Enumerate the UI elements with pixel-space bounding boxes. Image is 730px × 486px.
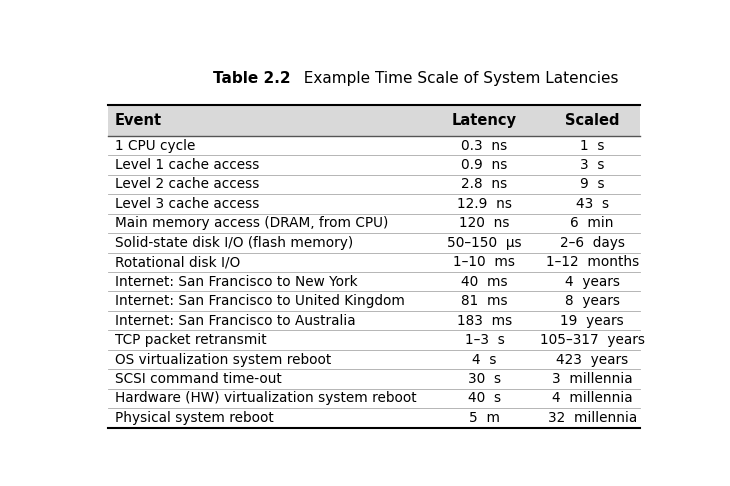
Text: 30  s: 30 s — [468, 372, 501, 386]
Text: Latency: Latency — [452, 113, 517, 128]
Text: Level 1 cache access: Level 1 cache access — [115, 158, 259, 172]
Text: 40  ms: 40 ms — [461, 275, 508, 289]
Text: Internet: San Francisco to Australia: Internet: San Francisco to Australia — [115, 313, 356, 328]
Text: 105–317  years: 105–317 years — [539, 333, 645, 347]
Text: 3  millennia: 3 millennia — [552, 372, 632, 386]
Text: Hardware (HW) virtualization system reboot: Hardware (HW) virtualization system rebo… — [115, 392, 416, 405]
Text: TCP packet retransmit: TCP packet retransmit — [115, 333, 266, 347]
Text: 81  ms: 81 ms — [461, 294, 508, 308]
Text: Internet: San Francisco to United Kingdom: Internet: San Francisco to United Kingdo… — [115, 294, 404, 308]
Text: 3  s: 3 s — [580, 158, 604, 172]
Text: 8  years: 8 years — [565, 294, 620, 308]
Text: Level 3 cache access: Level 3 cache access — [115, 197, 259, 211]
Text: Physical system reboot: Physical system reboot — [115, 411, 273, 425]
Text: Rotational disk I/O: Rotational disk I/O — [115, 255, 240, 269]
Text: 0.3  ns: 0.3 ns — [461, 139, 507, 153]
Text: 4  years: 4 years — [565, 275, 620, 289]
Text: 183  ms: 183 ms — [457, 313, 512, 328]
Text: 120  ns: 120 ns — [459, 216, 510, 230]
Text: 32  millennia: 32 millennia — [548, 411, 637, 425]
Text: 40  s: 40 s — [468, 392, 501, 405]
Text: 2–6  days: 2–6 days — [560, 236, 625, 250]
Text: 12.9  ns: 12.9 ns — [457, 197, 512, 211]
Text: SCSI command time-out: SCSI command time-out — [115, 372, 281, 386]
Text: Internet: San Francisco to New York: Internet: San Francisco to New York — [115, 275, 357, 289]
Text: Level 2 cache access: Level 2 cache access — [115, 177, 259, 191]
Text: 50–150  μs: 50–150 μs — [447, 236, 522, 250]
Text: 1  s: 1 s — [580, 139, 604, 153]
Text: Table 2.2: Table 2.2 — [212, 71, 291, 87]
Text: Scaled: Scaled — [565, 113, 620, 128]
Text: 19  years: 19 years — [561, 313, 624, 328]
Text: 6  min: 6 min — [570, 216, 614, 230]
Text: Event: Event — [115, 113, 162, 128]
Text: 9  s: 9 s — [580, 177, 604, 191]
Bar — [108, 105, 640, 136]
Text: 1–12  months: 1–12 months — [545, 255, 639, 269]
Text: 0.9  ns: 0.9 ns — [461, 158, 507, 172]
Text: OS virtualization system reboot: OS virtualization system reboot — [115, 352, 331, 366]
Text: 1–10  ms: 1–10 ms — [453, 255, 515, 269]
Text: 1 CPU cycle: 1 CPU cycle — [115, 139, 195, 153]
Text: 2.8  ns: 2.8 ns — [461, 177, 507, 191]
Text: Main memory access (DRAM, from CPU): Main memory access (DRAM, from CPU) — [115, 216, 388, 230]
Text: 423  years: 423 years — [556, 352, 629, 366]
Text: 4  s: 4 s — [472, 352, 496, 366]
Text: 43  s: 43 s — [575, 197, 609, 211]
Text: 1–3  s: 1–3 s — [464, 333, 504, 347]
Text: 4  millennia: 4 millennia — [552, 392, 632, 405]
Text: Example Time Scale of System Latencies: Example Time Scale of System Latencies — [293, 71, 618, 87]
Text: Solid-state disk I/O (flash memory): Solid-state disk I/O (flash memory) — [115, 236, 353, 250]
Text: 5  m: 5 m — [469, 411, 500, 425]
